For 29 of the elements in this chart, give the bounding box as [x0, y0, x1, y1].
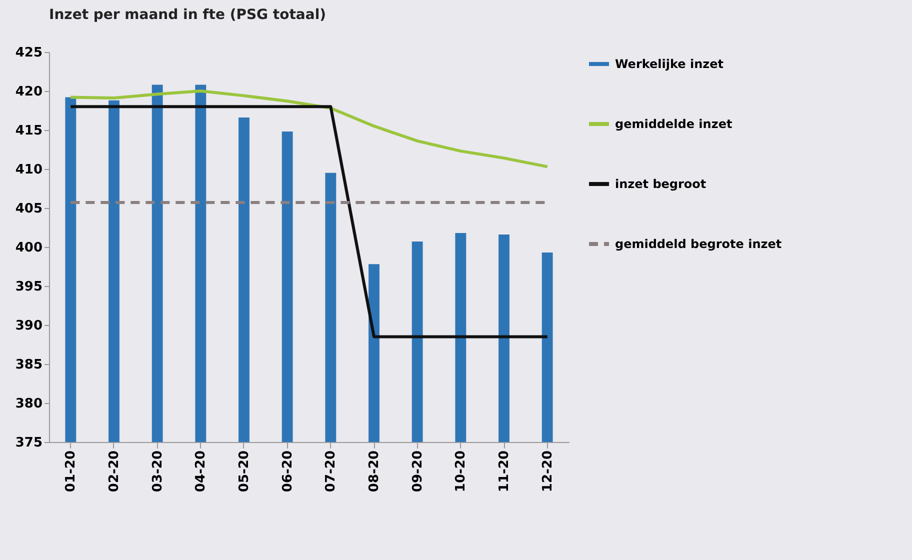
x-tick-label: 08-20	[367, 450, 382, 492]
chart-title: Inzet per maand in fte (PSG totaal)	[49, 7, 326, 23]
y-tick-label: 425	[15, 46, 42, 60]
line-series	[69, 90, 549, 168]
y-tick-label: 415	[15, 124, 42, 138]
x-tick-label: 01-20	[64, 450, 79, 492]
y-tick-label: 405	[15, 202, 42, 216]
y-tick-label: 385	[15, 358, 42, 372]
y-tick-label: 395	[15, 280, 42, 294]
x-tick-label: 02-20	[107, 450, 122, 492]
y-tick-label: 375	[15, 436, 42, 450]
x-tick-label: 05-20	[237, 450, 252, 492]
legend-label: gemiddelde inzet	[615, 117, 732, 131]
x-tick-label: 10-20	[454, 450, 469, 492]
y-tick-label: 400	[15, 240, 42, 256]
x-tick-label: 03-20	[150, 450, 166, 492]
legend-label: inzet begroot	[615, 177, 706, 191]
y-tick-label: 380	[15, 396, 42, 412]
x-tick-label: 11-20	[497, 450, 512, 492]
x-tick-label: 09-20	[410, 450, 426, 492]
y-tick-label: 420	[15, 84, 42, 100]
x-tick-label: 04-20	[194, 450, 209, 492]
legend-label: Werkelijke inzet	[615, 57, 724, 71]
legend-label: gemiddeld begrote inzet	[615, 237, 782, 251]
y-tick-label: 410	[15, 162, 42, 178]
x-tick-label: 07-20	[324, 450, 339, 492]
y-tick-label: 390	[15, 318, 42, 334]
x-tick-label: 06-20	[280, 450, 296, 492]
x-tick-label: 12-20	[540, 450, 556, 492]
